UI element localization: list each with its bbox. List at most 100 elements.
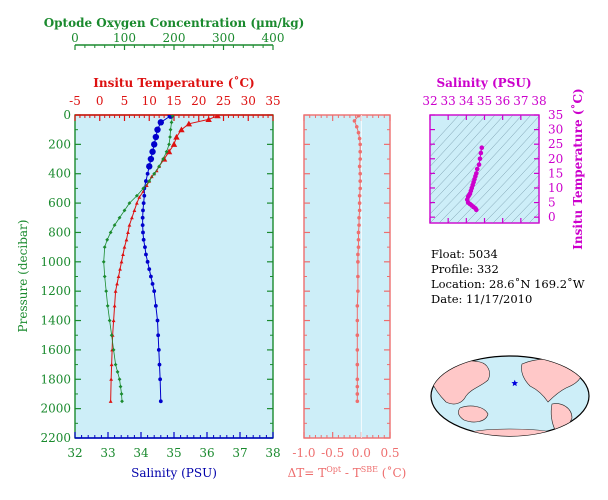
temperature-point xyxy=(124,237,129,242)
ts-density-contour xyxy=(528,212,539,223)
salinity-tick-label: 38 xyxy=(265,446,280,460)
delta-point xyxy=(352,119,357,123)
ts-plot-area xyxy=(429,114,540,224)
delta-point xyxy=(357,215,361,220)
delta-point xyxy=(355,318,360,323)
ts-temperature-tick-label: 20 xyxy=(548,152,563,166)
salinity-point xyxy=(144,252,148,257)
ts-temperature-tick-label: 30 xyxy=(548,123,563,137)
salinity-point xyxy=(147,155,155,163)
delta-point xyxy=(356,245,361,249)
salinity-point xyxy=(142,193,147,198)
delta-point xyxy=(357,201,362,205)
salinity-tick-label: 32 xyxy=(67,446,82,460)
oxygen-point xyxy=(105,237,110,242)
oxygen-point xyxy=(111,348,116,352)
temperature-point xyxy=(109,377,114,381)
oxygen-point xyxy=(105,303,110,308)
ts-density-contour xyxy=(430,115,496,187)
oxygen-point xyxy=(161,157,166,161)
delta-point xyxy=(357,193,362,198)
temperature-tick-label: -5 xyxy=(69,94,81,108)
ts-density-contour xyxy=(501,184,539,223)
delta-point xyxy=(356,289,360,293)
delta-point xyxy=(356,130,361,135)
ts-density-contour xyxy=(492,174,539,223)
temperature-point xyxy=(108,399,113,403)
oxygen-point xyxy=(118,384,123,389)
temperature-point xyxy=(130,215,134,220)
temperature-tick-label: 15 xyxy=(166,94,181,108)
ts-point xyxy=(474,207,479,213)
temperature-point xyxy=(127,223,132,227)
salinity-point xyxy=(140,215,145,220)
temperature-point xyxy=(137,195,142,199)
delta-point xyxy=(358,142,362,147)
salinity-point xyxy=(145,259,150,264)
ts-salinity-tick-label: 32 xyxy=(422,94,437,108)
ts-density-contour xyxy=(430,115,505,196)
salinity-point xyxy=(140,223,145,228)
salinity-axis-label: Salinity (PSU) xyxy=(131,466,217,480)
profile-number: Profile: 332 xyxy=(431,262,499,276)
salinity-point xyxy=(155,318,160,323)
ts-salinity-tick-label: 33 xyxy=(441,94,456,108)
ts-density-contour xyxy=(483,165,539,223)
australia-landmass xyxy=(458,405,489,423)
salinity-point xyxy=(154,126,161,133)
delta-point xyxy=(356,274,360,279)
ts-point xyxy=(474,166,480,172)
salinity-tick-label: 34 xyxy=(133,446,149,460)
temperature-point xyxy=(149,174,154,179)
oxygen-point xyxy=(104,289,109,294)
ts-density-contour xyxy=(430,115,478,167)
temperature-point xyxy=(115,281,119,286)
pressure-tick-label: 1800 xyxy=(40,372,71,386)
salinity-point xyxy=(158,377,163,382)
pressure-tick-label: 0 xyxy=(63,108,71,122)
salinity-point xyxy=(141,237,146,242)
delta-point xyxy=(357,223,361,227)
oxygen-point xyxy=(113,362,118,367)
oxygen-point xyxy=(117,377,122,382)
delta-point xyxy=(355,384,360,389)
temperature-tick-label: 10 xyxy=(142,94,157,108)
temperature-point xyxy=(118,267,122,271)
ts-temperature-tick-label: 10 xyxy=(548,181,563,195)
temperature-point xyxy=(126,230,130,234)
ts-temperature-axis-label: Insitu Temperature (˚C) xyxy=(570,88,585,249)
oxygen-point xyxy=(102,245,107,250)
salinity-point xyxy=(141,230,145,235)
pressure-tick-label: 1400 xyxy=(40,314,71,328)
profile-plot-area xyxy=(74,114,274,439)
delta-point xyxy=(355,304,360,308)
ts-salinity-tick-label: 38 xyxy=(531,94,546,108)
ts-density-contour xyxy=(519,203,539,223)
oxygen-point xyxy=(107,318,112,323)
temperature-point xyxy=(178,126,185,133)
oxygen-point xyxy=(170,115,175,118)
temperature-point xyxy=(144,183,149,187)
ts-salinity-axis-label: Salinity (PSU) xyxy=(436,76,531,90)
delta-point xyxy=(358,171,362,176)
temperature-point xyxy=(121,252,125,256)
temperature-point xyxy=(113,289,118,293)
ts-density-contour xyxy=(430,115,514,205)
ts-temperature-tick-label: 15 xyxy=(548,166,563,180)
temperature-tick-label: 25 xyxy=(216,94,231,108)
ts-salinity-tick-label: 36 xyxy=(495,94,510,108)
pressure-tick-label: 1000 xyxy=(40,255,71,269)
delta-point xyxy=(357,164,362,169)
temperature-point xyxy=(122,245,127,249)
temperature-point xyxy=(132,208,137,212)
salinity-point xyxy=(146,163,153,170)
delta-plot-area xyxy=(303,114,391,439)
temperature-point xyxy=(173,133,180,140)
salinity-point xyxy=(158,399,163,404)
salinity-point xyxy=(143,245,147,250)
salinity-point xyxy=(152,133,160,141)
temperature-tick-label: 20 xyxy=(191,94,206,108)
salinity-point xyxy=(152,289,157,294)
salinity-tick-label: 35 xyxy=(166,446,181,460)
